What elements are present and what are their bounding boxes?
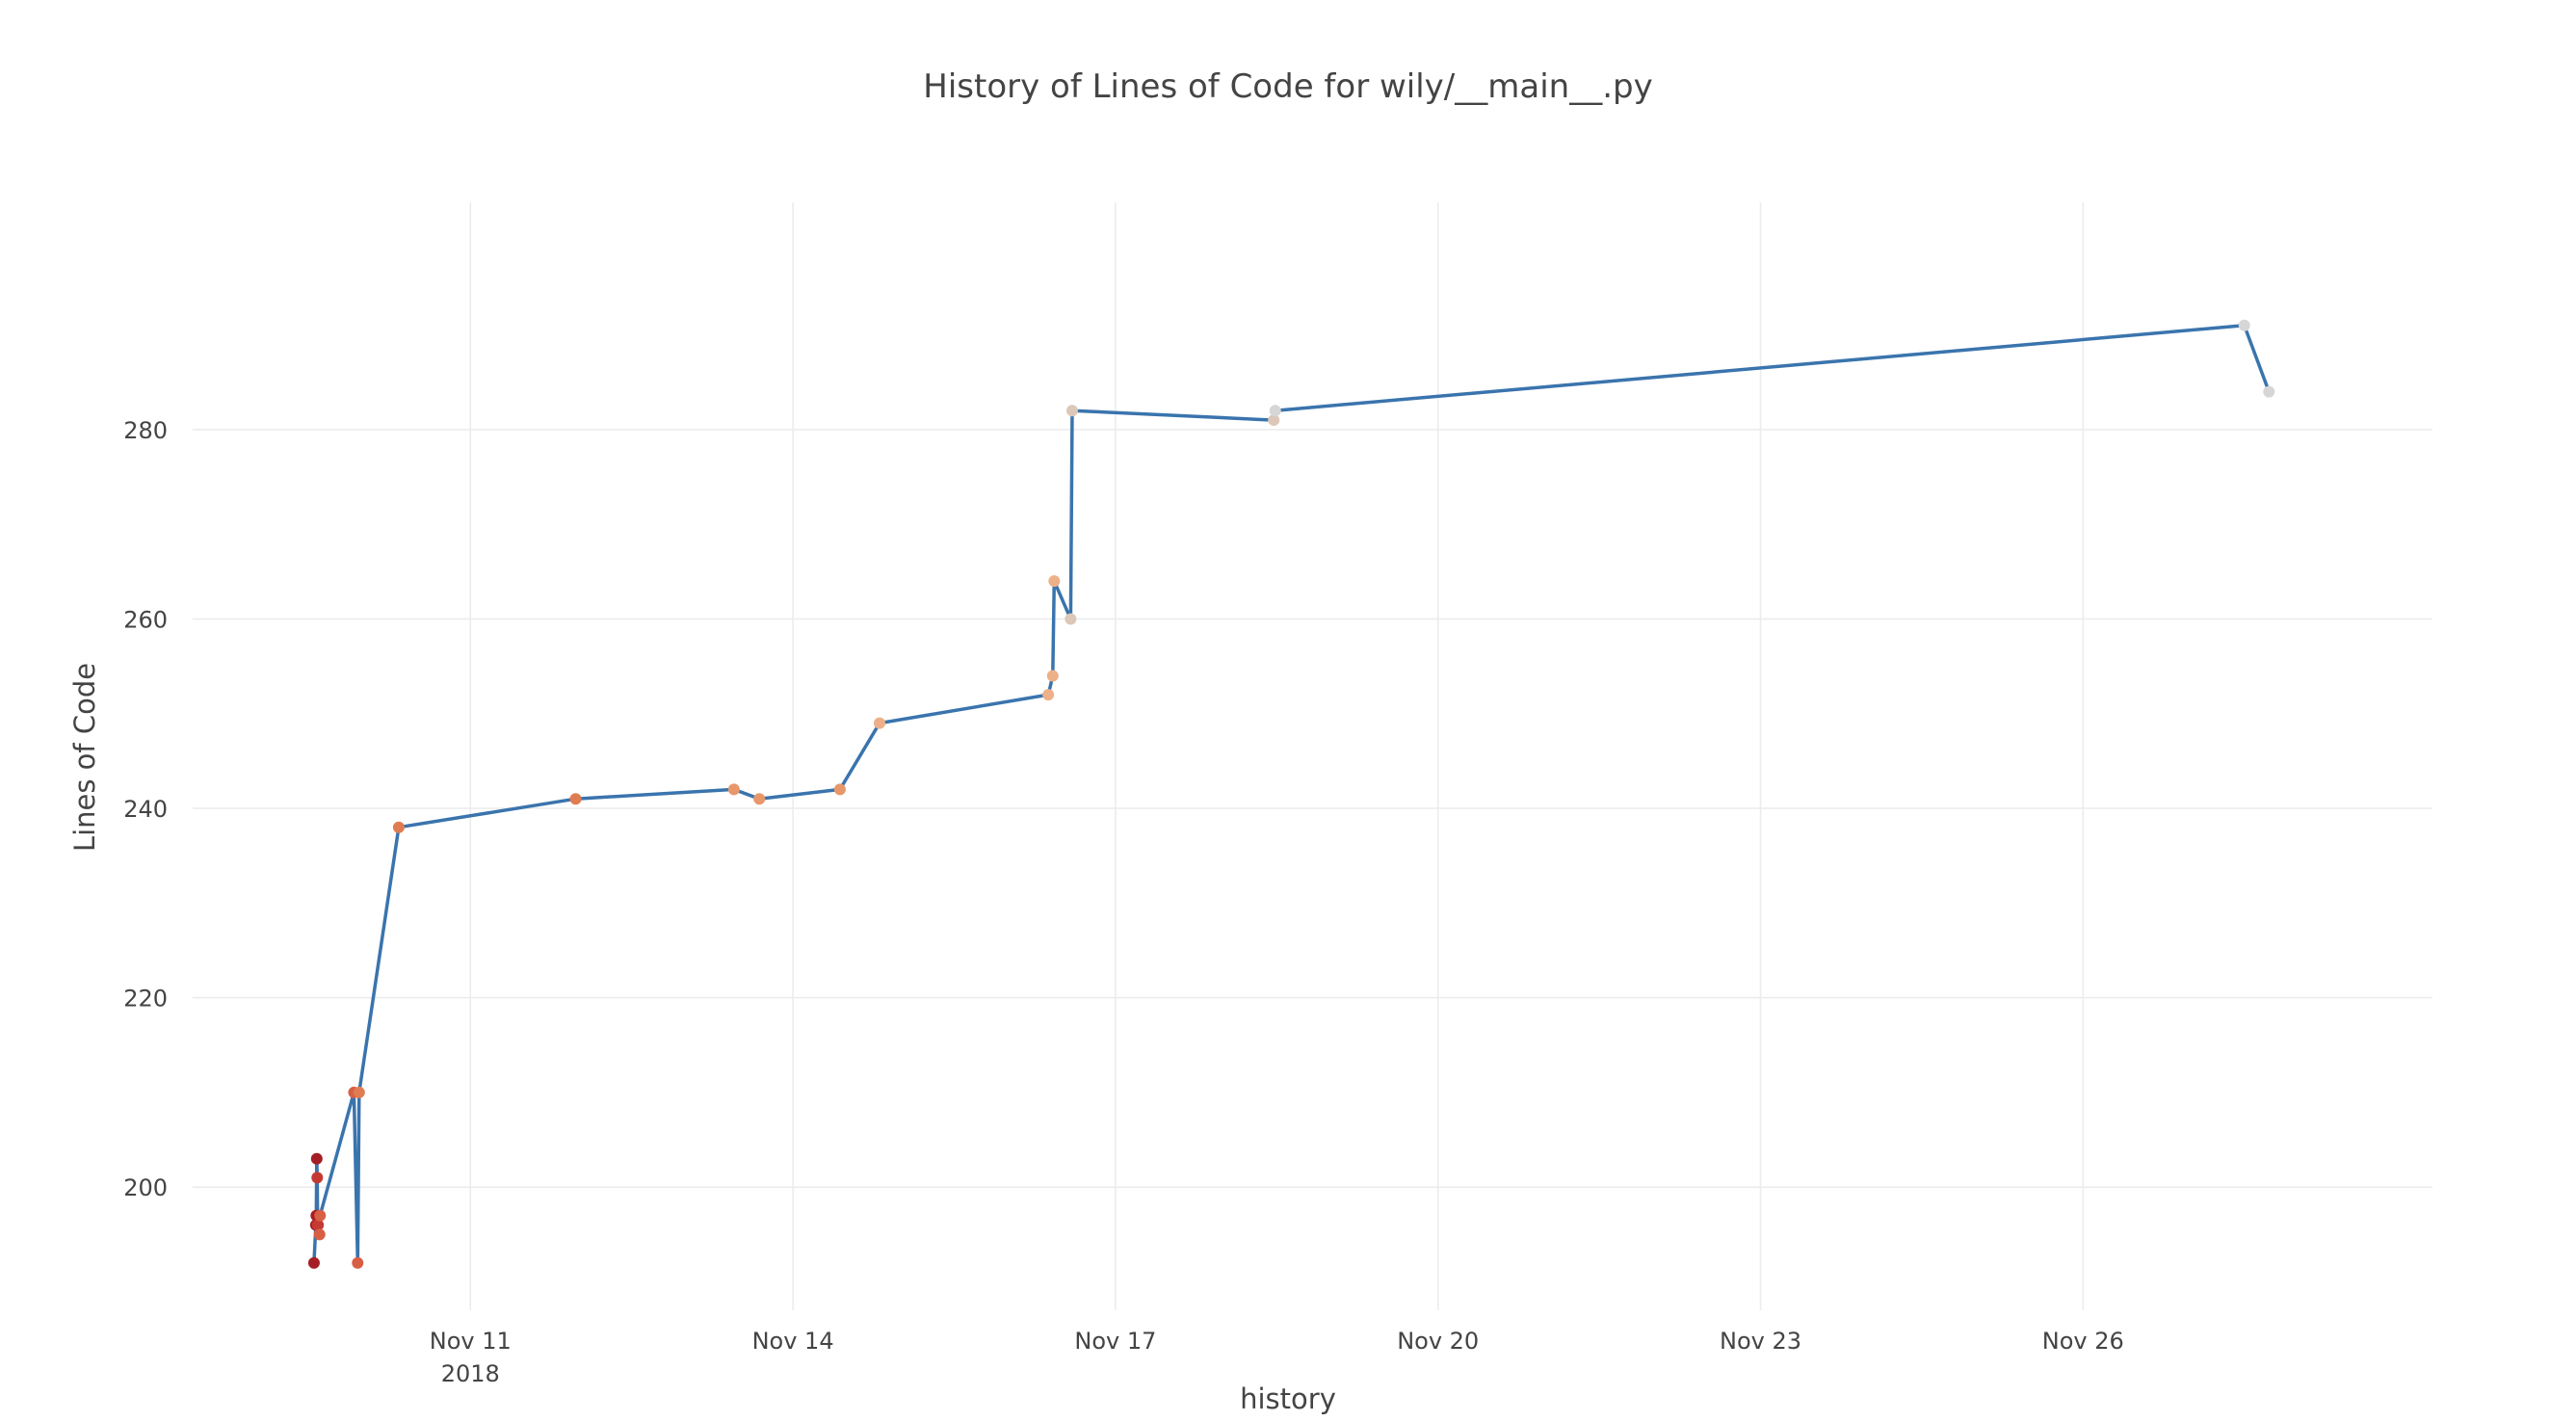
x-tick-label: Nov 26 [2042, 1328, 2124, 1355]
y-tick-label: 280 [123, 417, 168, 444]
x-tick-label: Nov 17 [1074, 1328, 1156, 1355]
data-point[interactable] [2263, 385, 2275, 398]
y-tick-label: 240 [123, 796, 168, 823]
data-point[interactable] [307, 1256, 320, 1269]
data-point[interactable] [312, 1219, 325, 1231]
grid-lines [193, 202, 2432, 1310]
x-tick-label: Nov 14 [752, 1328, 834, 1355]
data-point[interactable] [313, 1228, 326, 1241]
data-point[interactable] [310, 1152, 323, 1165]
data-point[interactable] [874, 717, 885, 729]
x-tick-label: Nov 20 [1397, 1328, 1479, 1355]
data-point[interactable] [753, 793, 766, 805]
x-axis-label: history [1240, 1382, 1336, 1415]
x-tick-label: Nov 11 [430, 1328, 512, 1355]
y-axis-label: Lines of Code [68, 662, 101, 853]
data-point[interactable] [1268, 414, 1280, 427]
data-point[interactable] [311, 1172, 324, 1184]
data-point[interactable] [833, 783, 846, 796]
x-tick-label: Nov 23 [1720, 1328, 1801, 1355]
axis-ticks: 200 220 240 260 280 Nov 11 2018 Nov 14 Nov 17 Nov… [123, 417, 2124, 1387]
data-point[interactable] [1269, 405, 1281, 417]
data-point[interactable] [727, 783, 740, 796]
series-line [312, 324, 2271, 1265]
chart-title: History of Lines of Code for wily/__main… [923, 67, 1653, 106]
data-point[interactable] [1065, 405, 1078, 417]
y-tick-label: 200 [123, 1174, 168, 1201]
x-tick-sublabel: 2018 [441, 1360, 500, 1387]
data-point[interactable] [569, 793, 582, 805]
data-point[interactable] [314, 1209, 327, 1222]
y-tick-label: 220 [123, 986, 168, 1013]
series-line-group [312, 324, 2271, 1265]
data-point[interactable] [1046, 670, 1059, 682]
y-tick-label: 260 [123, 606, 168, 633]
data-point[interactable] [1048, 575, 1061, 588]
data-point[interactable] [1042, 689, 1055, 701]
data-point[interactable] [353, 1086, 365, 1098]
data-point[interactable] [2238, 319, 2250, 331]
data-point[interactable] [1065, 613, 1077, 625]
data-point[interactable] [392, 821, 405, 833]
data-point[interactable] [352, 1256, 364, 1269]
series-markers [307, 319, 2275, 1269]
